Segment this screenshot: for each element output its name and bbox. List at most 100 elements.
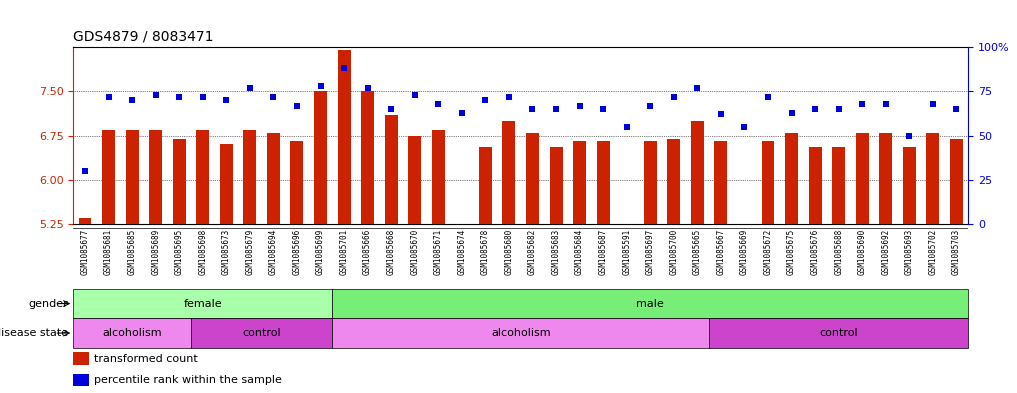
Text: GSM1085678: GSM1085678: [481, 229, 490, 275]
Point: [690, 85, 706, 91]
Point: [383, 106, 400, 112]
Point: [642, 102, 658, 108]
Point: [265, 94, 282, 100]
Text: GSM1085677: GSM1085677: [80, 229, 89, 275]
Text: GSM1085685: GSM1085685: [127, 229, 136, 275]
Bar: [408, 136, 421, 224]
Text: GSM1085676: GSM1085676: [811, 229, 820, 275]
Text: GSM1085683: GSM1085683: [551, 229, 560, 275]
Point: [289, 102, 305, 108]
Point: [783, 110, 799, 116]
Bar: [574, 141, 586, 224]
Bar: [314, 91, 327, 224]
Bar: [432, 130, 444, 224]
Text: GSM1085666: GSM1085666: [363, 229, 372, 275]
Point: [407, 92, 423, 98]
Point: [901, 132, 917, 139]
Point: [101, 94, 117, 100]
Point: [595, 106, 611, 112]
Text: GSM1085675: GSM1085675: [787, 229, 796, 275]
Bar: [126, 130, 138, 224]
Bar: [73, 318, 191, 348]
Bar: [644, 141, 657, 224]
Point: [924, 101, 941, 107]
Point: [124, 97, 140, 103]
Bar: [832, 147, 845, 224]
Point: [760, 94, 776, 100]
Text: GSM1085681: GSM1085681: [104, 229, 113, 275]
Point: [666, 94, 682, 100]
Text: GSM1085668: GSM1085668: [386, 229, 396, 275]
Bar: [738, 224, 751, 233]
Bar: [667, 138, 680, 224]
Text: GSM1085693: GSM1085693: [905, 229, 914, 275]
Bar: [73, 352, 89, 365]
Bar: [785, 133, 798, 224]
Text: GSM1085684: GSM1085684: [575, 229, 584, 275]
Text: GSM1085695: GSM1085695: [175, 229, 184, 275]
Bar: [456, 224, 468, 230]
Text: GSM1085700: GSM1085700: [669, 229, 678, 275]
Bar: [762, 141, 775, 224]
Point: [572, 102, 588, 108]
Point: [878, 101, 894, 107]
Point: [854, 101, 871, 107]
Bar: [291, 141, 303, 224]
Text: GSM1085689: GSM1085689: [152, 229, 160, 275]
Text: gender: gender: [28, 299, 68, 309]
Text: control: control: [242, 328, 281, 338]
Point: [77, 168, 94, 174]
Point: [500, 94, 517, 100]
Point: [948, 106, 964, 112]
Bar: [243, 130, 256, 224]
Text: GSM1085696: GSM1085696: [293, 229, 301, 275]
Text: GSM1085694: GSM1085694: [268, 229, 278, 275]
Text: GSM1085680: GSM1085680: [504, 229, 514, 275]
Bar: [102, 130, 115, 224]
Text: GSM1085690: GSM1085690: [857, 229, 866, 275]
Text: GSM1085699: GSM1085699: [316, 229, 325, 275]
Point: [477, 97, 493, 103]
Bar: [361, 91, 374, 224]
Bar: [338, 50, 351, 224]
Bar: [149, 130, 162, 224]
Text: GSM1085692: GSM1085692: [882, 229, 890, 275]
Text: GSM1085669: GSM1085669: [740, 229, 749, 275]
Text: GSM1085591: GSM1085591: [622, 229, 632, 275]
Bar: [549, 147, 562, 224]
Text: control: control: [820, 328, 858, 338]
Bar: [502, 121, 516, 224]
Bar: [903, 147, 915, 224]
Text: transformed count: transformed count: [94, 354, 197, 364]
Bar: [266, 133, 280, 224]
Point: [736, 123, 753, 130]
Bar: [384, 115, 398, 224]
Point: [194, 94, 211, 100]
Text: GSM1085702: GSM1085702: [929, 229, 938, 275]
Bar: [333, 318, 709, 348]
Text: male: male: [637, 299, 664, 309]
Bar: [196, 130, 210, 224]
Text: GSM1085687: GSM1085687: [599, 229, 607, 275]
Point: [831, 106, 847, 112]
Point: [430, 101, 446, 107]
Point: [806, 106, 823, 112]
Text: alcoholism: alcoholism: [103, 328, 162, 338]
Bar: [714, 141, 727, 224]
Point: [359, 85, 375, 91]
Text: GSM1085665: GSM1085665: [693, 229, 702, 275]
Text: GSM1085667: GSM1085667: [716, 229, 725, 275]
Point: [618, 123, 635, 130]
Point: [312, 83, 328, 89]
Point: [713, 111, 729, 118]
Text: GSM1085701: GSM1085701: [340, 229, 349, 275]
Text: GSM1085670: GSM1085670: [410, 229, 419, 275]
Bar: [597, 141, 609, 224]
Bar: [173, 138, 186, 224]
Bar: [926, 133, 940, 224]
Text: GSM1085671: GSM1085671: [434, 229, 442, 275]
Text: GSM1085672: GSM1085672: [764, 229, 773, 275]
Text: disease state: disease state: [0, 328, 68, 338]
Bar: [479, 147, 492, 224]
Bar: [809, 147, 822, 224]
